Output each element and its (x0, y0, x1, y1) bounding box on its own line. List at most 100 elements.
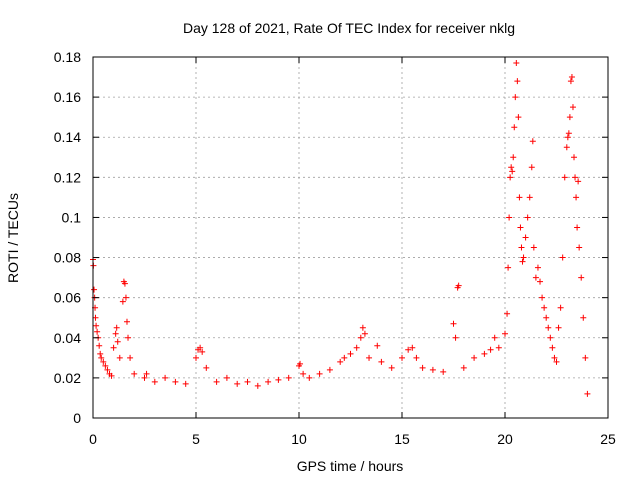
data-point (151, 378, 158, 385)
y-tick-labels: 0 0.02 0.04 0.06 0.08 0.1 0.12 0.14 0.16 0.18 (54, 49, 81, 426)
data-point (509, 168, 516, 175)
data-point (409, 344, 416, 351)
data-point (378, 358, 385, 365)
data-point (532, 274, 539, 281)
data-point (100, 358, 107, 365)
chart-title: Day 128 of 2021, Rate Of TEC Index for r… (183, 20, 515, 36)
x-tick-labels: 0 5 10 15 20 25 (89, 431, 616, 447)
data-point (353, 344, 360, 351)
data-point (203, 364, 210, 371)
data-point (114, 338, 121, 345)
data-point (512, 94, 519, 101)
data-point (265, 378, 272, 385)
data-point (93, 322, 100, 329)
data-point (110, 344, 117, 351)
data-point (551, 354, 558, 361)
data-point (567, 78, 574, 85)
data-point (534, 264, 541, 271)
data-point (545, 324, 552, 331)
data-point (505, 264, 512, 271)
data-point (359, 324, 366, 331)
y-tick-label: 0.18 (54, 49, 81, 65)
data-point (491, 334, 498, 341)
data-point (121, 280, 128, 287)
data-point (455, 282, 462, 289)
data-point (537, 278, 544, 285)
x-axis-label: GPS time / hours (297, 458, 404, 474)
data-point (568, 74, 575, 81)
data-point (193, 354, 199, 361)
data-point (374, 342, 381, 349)
data-point (513, 60, 520, 67)
data-point (471, 354, 478, 361)
data-point (528, 164, 535, 171)
y-tick-label: 0.06 (54, 290, 81, 306)
data-point (541, 304, 548, 311)
data-point (405, 346, 412, 353)
data-point (97, 350, 104, 357)
data-point (514, 78, 521, 85)
data-point (530, 244, 537, 251)
data-point (300, 370, 307, 377)
data-point (517, 224, 524, 231)
data-point (131, 370, 138, 377)
data-point (566, 114, 573, 121)
data-point (516, 194, 523, 201)
data-point (502, 330, 508, 337)
data-point (341, 354, 348, 361)
y-axis-label: ROTI / TECUs (5, 193, 21, 283)
gridlines (93, 57, 608, 418)
data-point (572, 174, 579, 181)
data-point (104, 366, 111, 373)
data-point (522, 234, 529, 241)
data-point (549, 344, 556, 351)
data-point (559, 254, 566, 261)
data-point (347, 350, 354, 357)
data-point (199, 348, 206, 355)
data-point (578, 274, 585, 281)
data-point (507, 174, 514, 181)
y-tick-label: 0.16 (54, 89, 81, 105)
data-point (580, 314, 587, 321)
data-point (143, 370, 150, 377)
data-points (90, 60, 591, 397)
data-point (539, 294, 546, 301)
data-point (98, 354, 105, 361)
data-point (518, 244, 525, 251)
data-point (275, 376, 282, 383)
data-point (553, 358, 560, 365)
x-tick-label: 20 (497, 431, 513, 447)
data-point (574, 224, 581, 231)
data-point (254, 382, 261, 389)
data-point (576, 244, 583, 251)
data-point (543, 314, 550, 321)
data-point (127, 354, 134, 361)
data-point (575, 178, 582, 185)
data-point (108, 372, 115, 379)
data-point (113, 324, 120, 331)
x-tick-label: 0 (89, 431, 97, 447)
y-tick-label: 0.08 (54, 250, 81, 266)
plot-frame (92, 56, 609, 419)
data-point (582, 354, 589, 361)
data-point (357, 334, 364, 341)
data-point (571, 154, 578, 161)
data-point (506, 214, 513, 221)
data-point (244, 378, 251, 385)
data-point (172, 378, 179, 385)
data-point (102, 362, 109, 369)
data-point (234, 380, 241, 387)
data-point (96, 342, 103, 349)
y-tick-label: 0.14 (54, 129, 81, 145)
x-tick-label: 5 (192, 431, 200, 447)
x-tick-label: 10 (291, 431, 307, 447)
data-point (91, 286, 98, 293)
data-point (515, 114, 522, 121)
y-tick-label: 0 (73, 410, 81, 426)
data-point (125, 334, 132, 341)
data-point (563, 144, 570, 151)
data-point (504, 310, 511, 317)
data-point (297, 360, 304, 367)
data-point (511, 124, 518, 131)
